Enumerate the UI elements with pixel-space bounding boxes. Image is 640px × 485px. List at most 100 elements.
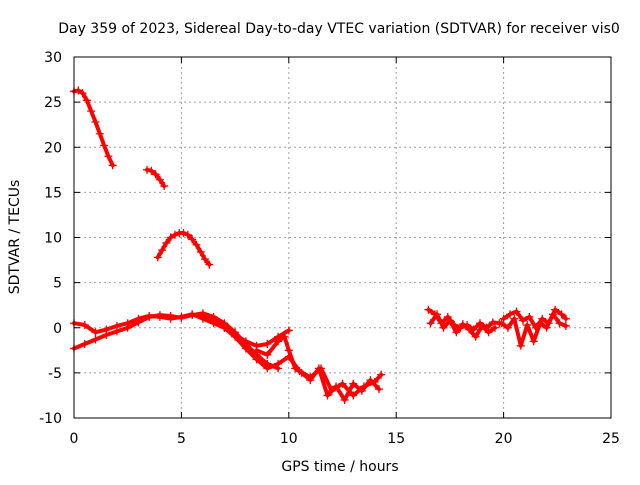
data-point-marker <box>198 312 207 321</box>
data-point-marker <box>284 326 293 335</box>
data-point-marker <box>349 379 358 388</box>
data-point-marker <box>551 305 560 314</box>
series-arc-5 <box>70 309 283 373</box>
data-point-marker <box>557 310 566 319</box>
data-point-marker <box>143 165 152 174</box>
data-point-marker <box>306 376 315 385</box>
x-tick-label: 20 <box>495 431 513 447</box>
data-point-marker <box>499 314 508 323</box>
data-point-marker <box>87 107 96 116</box>
data-point-marker <box>555 319 564 328</box>
data-point-marker <box>445 316 454 325</box>
y-tick-label: 25 <box>44 95 62 111</box>
data-point-marker <box>497 319 506 328</box>
y-tick-label: -5 <box>48 366 62 382</box>
data-point-marker <box>134 318 143 327</box>
y-tick-label: 20 <box>44 140 62 156</box>
data-point-marker <box>104 152 113 161</box>
series-arc-1 <box>70 86 117 170</box>
data-point-marker <box>252 346 261 355</box>
x-axis-label: GPS time / hours <box>281 459 398 475</box>
data-point-marker <box>170 230 179 239</box>
data-point-marker <box>205 260 214 269</box>
data-point-marker <box>102 330 111 339</box>
y-tick-label: 30 <box>44 50 62 66</box>
data-point-marker <box>177 313 186 322</box>
data-point-marker <box>426 319 435 328</box>
data-point-marker <box>220 323 229 332</box>
data-point-marker <box>323 391 332 400</box>
series-layer <box>70 86 570 404</box>
data-point-marker <box>525 312 534 321</box>
data-point-marker <box>529 337 538 346</box>
series-arc-3 <box>153 228 214 269</box>
series-line <box>72 88 115 168</box>
data-point-marker <box>241 344 250 353</box>
data-point-marker <box>465 325 474 334</box>
data-point-marker <box>503 323 512 332</box>
data-point-marker <box>112 327 121 336</box>
data-point-marker <box>280 332 289 341</box>
data-point-marker <box>160 182 169 191</box>
data-point-marker <box>357 386 366 395</box>
data-point-marker <box>510 314 519 323</box>
data-point-marker <box>192 240 201 249</box>
data-point-marker <box>166 233 175 242</box>
data-point-marker <box>80 339 89 348</box>
series-arc-11 <box>497 310 570 350</box>
data-point-marker <box>95 129 104 138</box>
data-point-marker <box>252 355 261 364</box>
data-point-marker <box>542 323 551 332</box>
data-point-marker <box>291 364 300 373</box>
grid-layer <box>74 57 611 418</box>
data-point-marker <box>452 328 461 337</box>
data-point-marker <box>145 312 154 321</box>
series-line <box>254 334 381 402</box>
data-point-marker <box>263 364 272 373</box>
data-point-marker <box>523 321 532 330</box>
data-point-marker <box>484 328 493 337</box>
data-point-marker <box>561 321 570 330</box>
data-point-marker <box>338 379 347 388</box>
data-point-marker <box>274 337 283 346</box>
x-tick-label: 0 <box>70 431 79 447</box>
data-point-marker <box>78 89 87 98</box>
data-point-marker <box>82 96 91 105</box>
y-tick-label: 5 <box>53 276 62 292</box>
data-point-marker <box>179 228 188 237</box>
data-point-marker <box>147 166 156 175</box>
data-point-marker <box>375 385 384 394</box>
data-point-marker <box>433 310 442 319</box>
data-point-marker <box>263 339 272 348</box>
data-point-marker <box>314 364 323 373</box>
data-point-marker <box>512 307 521 316</box>
data-point-marker <box>488 318 497 327</box>
data-point-marker <box>424 305 433 314</box>
data-point-marker <box>158 246 167 255</box>
data-point-marker <box>332 382 341 391</box>
data-point-marker <box>439 323 448 332</box>
data-point-marker <box>297 368 306 377</box>
data-point-marker <box>74 86 83 95</box>
x-tick-label: 10 <box>280 431 298 447</box>
data-point-marker <box>196 247 205 256</box>
y-tick-label: 15 <box>44 185 62 201</box>
data-point-marker <box>274 359 283 368</box>
chart-title: Day 359 of 2023, Sidereal Day-to-day VTE… <box>58 21 620 37</box>
x-tick-label: 5 <box>177 431 186 447</box>
data-point-marker <box>183 230 192 239</box>
data-point-marker <box>80 321 89 330</box>
data-point-marker <box>166 312 175 321</box>
y-tick-label: 10 <box>44 231 62 247</box>
data-point-marker <box>91 328 100 337</box>
data-point-marker <box>91 335 100 344</box>
data-point-marker <box>478 321 487 330</box>
y-tick-label: 0 <box>53 321 62 337</box>
data-point-marker <box>108 161 117 170</box>
data-point-marker <box>123 323 132 332</box>
data-point-marker <box>284 346 293 355</box>
series-arc-9 <box>426 310 500 341</box>
data-point-marker <box>209 316 218 325</box>
